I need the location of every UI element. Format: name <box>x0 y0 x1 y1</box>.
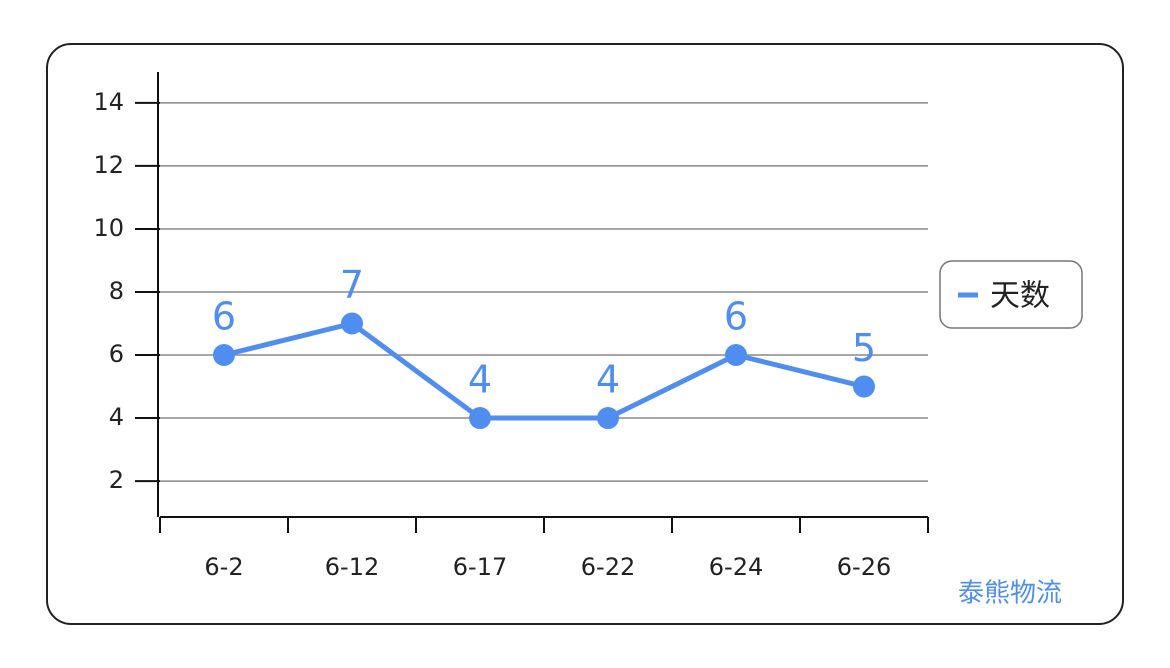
y-tick-label: 10 <box>93 214 124 242</box>
data-point <box>853 375 875 398</box>
legend-box <box>939 260 1083 329</box>
legend-label: 天数 <box>990 279 1050 314</box>
watermark: 泰熊物流 <box>958 579 1062 609</box>
data-point <box>469 407 491 430</box>
data-label: 6 <box>212 295 236 339</box>
x-tick-label: 6-26 <box>837 553 891 581</box>
x-tick-label: 6-24 <box>709 553 763 581</box>
data-point <box>341 312 363 335</box>
x-tick-label: 6-12 <box>325 553 379 581</box>
data-label: 6 <box>724 295 748 339</box>
data-point <box>213 344 235 367</box>
y-tick-label: 14 <box>93 88 124 116</box>
y-tick-label: 2 <box>109 466 124 494</box>
data-label: 5 <box>852 326 876 370</box>
x-tick-label: 6-2 <box>204 553 243 581</box>
line-series <box>223 320 865 421</box>
data-point <box>597 407 619 430</box>
y-tick-label: 6 <box>109 340 124 368</box>
x-tick-label: 6-17 <box>453 553 507 581</box>
data-point <box>725 344 747 367</box>
y-tick-label: 4 <box>109 403 124 431</box>
data-label: 4 <box>596 358 620 402</box>
x-tick-label: 6-22 <box>581 553 635 581</box>
y-tick-label: 8 <box>109 277 124 305</box>
chart-frame <box>46 43 1124 625</box>
data-label: 4 <box>468 358 492 402</box>
y-tick-label: 12 <box>93 151 124 179</box>
data-label: 7 <box>340 263 364 307</box>
